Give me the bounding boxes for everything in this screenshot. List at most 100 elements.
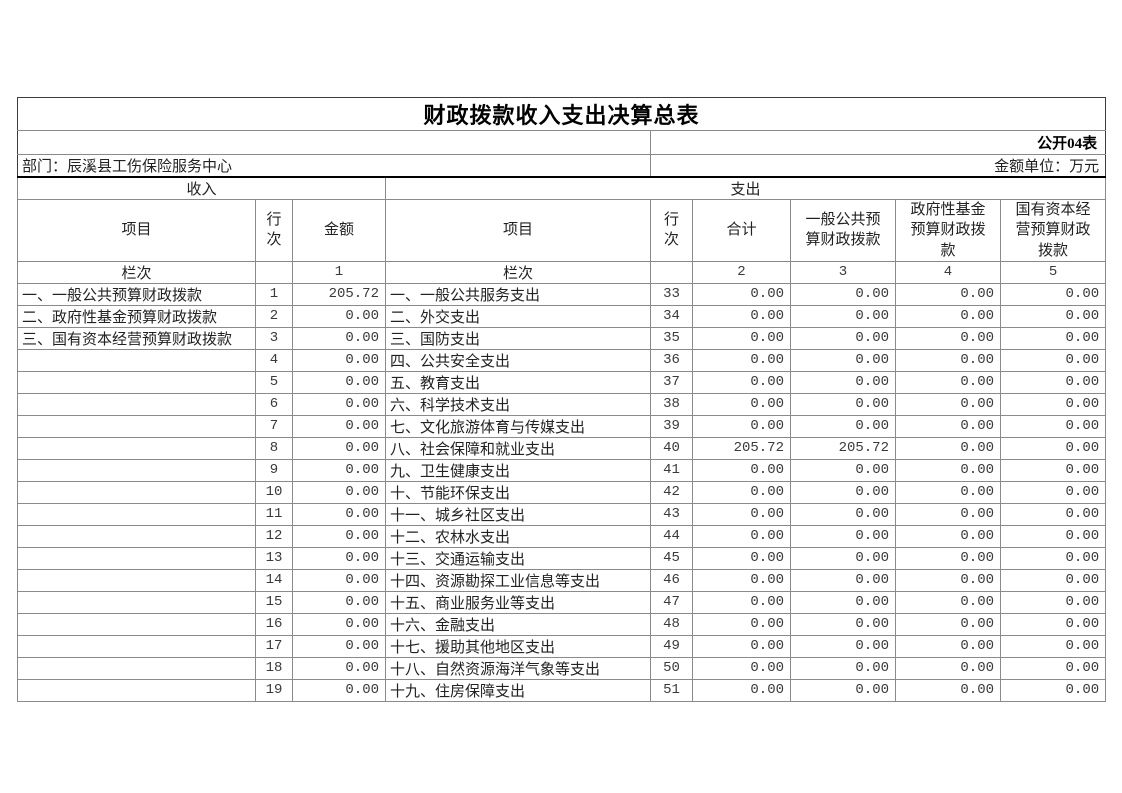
income-line-cell: 10 [255, 480, 293, 504]
expenditure-line-cell: 43 [650, 502, 693, 526]
table-row: 6 0.00 六、科学技术支出 38 0.00 0.00 0.00 0.00 [17, 392, 1107, 416]
expenditure-item-cell: 五、教育支出 [385, 370, 651, 394]
expenditure-govfund-cell: 0.00 [895, 392, 1001, 416]
expenditure-item-header: 项目 [385, 199, 651, 262]
expenditure-govfund-cell: 0.00 [895, 502, 1001, 526]
expenditure-line-cell: 41 [650, 458, 693, 482]
expenditure-total-cell: 0.00 [692, 634, 791, 658]
expenditure-total-cell: 0.00 [692, 480, 791, 504]
expenditure-column-number-2: 2 [692, 260, 791, 284]
expenditure-general-cell: 0.00 [790, 304, 896, 328]
expenditure-total-cell: 0.00 [692, 414, 791, 438]
expenditure-general-cell: 0.00 [790, 568, 896, 592]
expenditure-item-cell: 十六、金融支出 [385, 612, 651, 636]
page-title: 财政拨款收入支出决算总表 [17, 97, 1106, 131]
expenditure-govfund-cell: 0.00 [895, 458, 1001, 482]
income-amount-cell: 0.00 [292, 304, 386, 328]
expenditure-line-cell: 36 [650, 348, 693, 372]
expenditure-govfund-cell: 0.00 [895, 612, 1001, 636]
expenditure-govfund-cell: 0.00 [895, 326, 1001, 350]
expenditure-item-cell: 九、卫生健康支出 [385, 458, 651, 482]
income-amount-cell: 0.00 [292, 326, 386, 350]
income-line-cell: 4 [255, 348, 293, 372]
expenditure-item-cell: 四、公共安全支出 [385, 348, 651, 372]
expenditure-statecap-cell: 0.00 [999, 436, 1107, 460]
expenditure-item-cell: 二、外交支出 [385, 304, 651, 328]
income-item-cell [17, 502, 256, 526]
income-amount-cell: 0.00 [292, 612, 386, 636]
expenditure-item-cell: 十、节能环保支出 [385, 480, 651, 504]
expenditure-govfund-cell: 0.00 [895, 480, 1001, 504]
expenditure-general-cell: 0.00 [790, 458, 896, 482]
expenditure-general-cell: 0.00 [790, 480, 896, 504]
income-amount-cell: 0.00 [292, 458, 386, 482]
expenditure-line-cell: 48 [650, 612, 693, 636]
table-row: 4 0.00 四、公共安全支出 36 0.00 0.00 0.00 0.00 [17, 348, 1107, 372]
title-row: 财政拨款收入支出决算总表 [17, 97, 1106, 131]
table-row: 8 0.00 八、社会保障和就业支出 40 205.72 205.72 0.00 0.00 [17, 436, 1107, 460]
expenditure-total-cell: 0.00 [692, 590, 791, 614]
expenditure-statecap-cell: 0.00 [999, 458, 1107, 482]
income-item-cell [17, 568, 256, 592]
expenditure-line-cell: 34 [650, 304, 693, 328]
expenditure-item-cell: 十三、交通运输支出 [385, 546, 651, 570]
expenditure-general-cell: 0.00 [790, 590, 896, 614]
expenditure-govfund-cell: 0.00 [895, 590, 1001, 614]
expenditure-line-cell: 39 [650, 414, 693, 438]
expenditure-statecap-cell: 0.00 [999, 348, 1107, 372]
income-item-cell: 三、国有资本经营预算财政拨款 [17, 326, 256, 350]
expenditure-section-header: 支出 [384, 176, 1107, 200]
expenditure-general-cell: 0.00 [790, 678, 896, 702]
income-line-cell: 16 [255, 612, 293, 636]
expenditure-govfund-cell: 0.00 [895, 568, 1001, 592]
table-row: 14 0.00 十四、资源勘探工业信息等支出 46 0.00 0.00 0.00 0.00 [17, 568, 1107, 592]
income-amount-cell: 0.00 [292, 568, 386, 592]
income-line-cell: 15 [255, 590, 293, 614]
expenditure-total-cell: 0.00 [692, 282, 791, 306]
expenditure-line-cell: 49 [650, 634, 693, 658]
expenditure-govfund-cell: 0.00 [895, 370, 1001, 394]
income-amount-cell: 0.00 [292, 524, 386, 548]
expenditure-statecap-cell: 0.00 [999, 304, 1107, 328]
expenditure-item-cell: 三、国防支出 [385, 326, 651, 350]
expenditure-govfund-cell: 0.00 [895, 304, 1001, 328]
column-header-row: 项目 行次 金额 项目 行次 合计 一般公共预算财政拨款 政府性基金预算财政拨款… [17, 199, 1107, 262]
income-line-cell: 1 [255, 282, 293, 306]
table-row: 11 0.00 十一、城乡社区支出 43 0.00 0.00 0.00 0.00 [17, 502, 1107, 526]
expenditure-total-cell: 0.00 [692, 678, 791, 702]
expenditure-govfund-cell: 0.00 [895, 678, 1001, 702]
expenditure-line-cell: 46 [650, 568, 693, 592]
income-amount-cell: 0.00 [292, 656, 386, 680]
income-line-cell: 3 [255, 326, 293, 350]
expenditure-total-cell: 0.00 [692, 304, 791, 328]
table-row: 二、政府性基金预算财政拨款 2 0.00 二、外交支出 34 0.00 0.00 0.00 0.… [17, 304, 1107, 328]
expenditure-line-cell: 38 [650, 392, 693, 416]
expenditure-total-cell: 0.00 [692, 392, 791, 416]
expenditure-statecap-cell: 0.00 [999, 282, 1107, 306]
income-amount-cell: 0.00 [292, 480, 386, 504]
expenditure-lanci-line-spacer [650, 260, 693, 284]
department-label: 部门：辰溪县工伤保险服务中心 [17, 154, 651, 178]
expenditure-govfund-cell: 0.00 [895, 656, 1001, 680]
income-amount-cell: 0.00 [292, 634, 386, 658]
expenditure-line-cell: 42 [650, 480, 693, 504]
expenditure-general-cell: 0.00 [790, 634, 896, 658]
table-row: 7 0.00 七、文化旅游体育与传媒支出 39 0.00 0.00 0.00 0.00 [17, 414, 1107, 438]
expenditure-general-cell: 0.00 [790, 326, 896, 350]
table-row: 三、国有资本经营预算财政拨款 3 0.00 三、国防支出 35 0.00 0.00 0.00 0… [17, 326, 1107, 350]
income-item-cell [17, 546, 256, 570]
expenditure-govfund-cell: 0.00 [895, 414, 1001, 438]
income-line-cell: 19 [255, 678, 293, 702]
income-item-cell [17, 634, 256, 658]
expenditure-item-cell: 十四、资源勘探工业信息等支出 [385, 568, 651, 592]
expenditure-line-cell: 37 [650, 370, 693, 394]
income-line-header: 行次 [255, 199, 293, 262]
income-item-cell [17, 524, 256, 548]
expenditure-statecap-cell: 0.00 [999, 612, 1107, 636]
expenditure-item-cell: 十八、自然资源海洋气象等支出 [385, 656, 651, 680]
table-row: 18 0.00 十八、自然资源海洋气象等支出 50 0.00 0.00 0.00 0.00 [17, 656, 1107, 680]
table-row: 一、一般公共预算财政拨款 1 205.72 一、一般公共服务支出 33 0.00 0.00 0… [17, 282, 1107, 306]
income-amount-cell: 0.00 [292, 436, 386, 460]
table-code-row: 公开04表 [17, 130, 1106, 155]
